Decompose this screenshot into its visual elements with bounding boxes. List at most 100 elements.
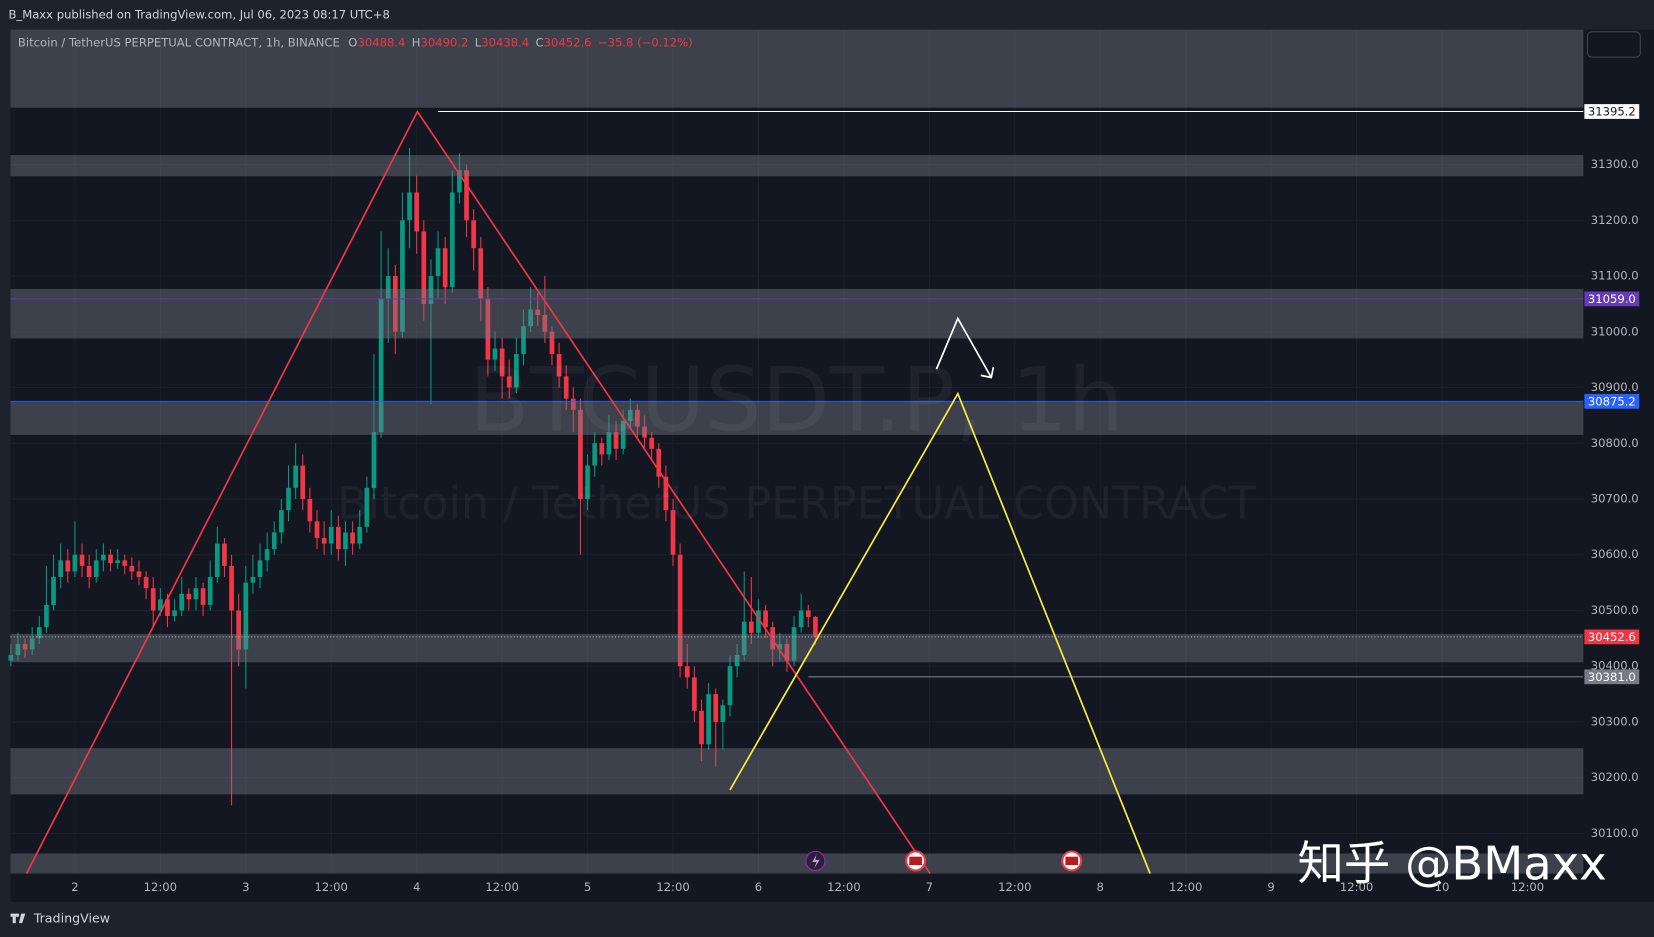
x-tick-label: 3 bbox=[242, 880, 249, 894]
candle-body bbox=[428, 276, 434, 304]
candle-body bbox=[748, 621, 754, 633]
y-tick-label: 30700.0 bbox=[1591, 492, 1639, 506]
price-axis-background bbox=[1583, 29, 1654, 874]
candle-body bbox=[150, 588, 156, 611]
zone bbox=[10, 402, 1584, 435]
legend-low: 30438.4 bbox=[481, 35, 529, 49]
candle-body bbox=[179, 593, 185, 611]
candle-body bbox=[158, 599, 163, 611]
event-glyph bbox=[1065, 856, 1079, 866]
candle-body bbox=[286, 487, 291, 511]
candle-body bbox=[435, 248, 441, 277]
candle-body bbox=[627, 409, 633, 421]
candle-body bbox=[677, 554, 683, 667]
candle-body bbox=[549, 331, 555, 355]
zone bbox=[10, 29, 1584, 108]
candle-body bbox=[713, 694, 719, 722]
candle-body bbox=[692, 677, 697, 711]
y-tick-label: 31200.0 bbox=[1591, 213, 1639, 227]
candle-body bbox=[613, 432, 619, 449]
x-tick-label: 9 bbox=[1267, 880, 1274, 894]
candle-body bbox=[585, 465, 590, 499]
legend-letter: C bbox=[535, 35, 543, 49]
y-tick-label: 31100.0 bbox=[1591, 269, 1639, 283]
candle-body bbox=[193, 588, 199, 600]
candle-body bbox=[400, 220, 405, 332]
candle-body bbox=[143, 577, 149, 589]
candle-body bbox=[101, 554, 106, 561]
legend-letter: H bbox=[412, 35, 421, 49]
candle-body bbox=[271, 532, 277, 550]
price-label-box bbox=[1584, 291, 1640, 307]
watermark-description: Bitcoin / TetherUS PERPETUAL CONTRACT bbox=[337, 478, 1256, 529]
legend-open: 30488.4 bbox=[357, 35, 405, 49]
candle-body bbox=[563, 376, 569, 399]
x-tick-label: 7 bbox=[926, 880, 933, 894]
y-tick-label: 30400.0 bbox=[1591, 659, 1639, 673]
candle-body bbox=[499, 348, 505, 377]
candle-body bbox=[506, 376, 512, 388]
legend-close: 30452.6 bbox=[544, 35, 592, 49]
candle-body bbox=[115, 560, 120, 564]
candle-body bbox=[521, 326, 526, 355]
price-label: 30875.2 bbox=[1588, 394, 1636, 408]
scale-button[interactable] bbox=[1587, 31, 1641, 58]
candle-body bbox=[250, 577, 256, 583]
candle-body bbox=[300, 465, 306, 499]
x-tick-label: 8 bbox=[1097, 880, 1104, 894]
candle-body bbox=[343, 532, 348, 550]
x-tick-label: 5 bbox=[584, 880, 591, 894]
y-tick-label: 30100.0 bbox=[1591, 826, 1639, 840]
candle-body bbox=[727, 666, 733, 706]
candle-body bbox=[514, 354, 519, 388]
candle-body bbox=[165, 599, 170, 617]
price-label: 30452.6 bbox=[1588, 630, 1636, 644]
price-label: 30381.0 bbox=[1588, 670, 1636, 684]
zone bbox=[10, 748, 1584, 795]
candle-body bbox=[328, 526, 334, 544]
candle-body bbox=[243, 582, 249, 650]
zone bbox=[10, 853, 1584, 874]
candle-body bbox=[457, 170, 462, 193]
price-label-box bbox=[1584, 629, 1640, 645]
x-tick-label: 12:00 bbox=[1511, 880, 1544, 894]
zone-layer bbox=[10, 29, 1584, 874]
time-axis-background bbox=[10, 873, 1654, 903]
price-label: 31395.2 bbox=[1588, 105, 1636, 119]
trend-drawing bbox=[935, 316, 993, 378]
candle-body bbox=[449, 192, 455, 288]
candle-body bbox=[44, 604, 49, 628]
candle-body bbox=[321, 538, 327, 544]
candle-body bbox=[236, 610, 242, 650]
candle-body bbox=[264, 549, 270, 561]
price-line-layer bbox=[10, 110, 1584, 678]
candle-body bbox=[407, 192, 412, 221]
x-tick-label: 6 bbox=[755, 880, 762, 894]
zhihu-watermark: 知乎 @BMaxx bbox=[1297, 837, 1606, 891]
candle-body bbox=[108, 554, 113, 564]
y-tick-label: 30300.0 bbox=[1591, 714, 1639, 728]
trend-drawing bbox=[729, 391, 1151, 874]
candle-body bbox=[293, 465, 298, 488]
legend-title: Bitcoin / TetherUS PERPETUAL CONTRACT, 1… bbox=[18, 35, 340, 49]
candle-body bbox=[129, 565, 135, 572]
candle-body bbox=[620, 420, 626, 449]
candle-body bbox=[222, 543, 227, 566]
candle-body bbox=[699, 710, 704, 745]
x-tick-label: 12:00 bbox=[1169, 880, 1202, 894]
candle-body bbox=[734, 655, 740, 667]
candle-body bbox=[642, 426, 647, 438]
candle-body bbox=[805, 610, 811, 617]
candle-body bbox=[763, 610, 768, 628]
grid-layer bbox=[10, 29, 1584, 874]
candle-body bbox=[93, 560, 99, 578]
candle-body bbox=[535, 309, 541, 316]
legend-letter: L bbox=[475, 35, 482, 49]
candle-body bbox=[813, 616, 818, 637]
candle-body bbox=[8, 655, 14, 661]
candle-body bbox=[257, 560, 263, 578]
candle-body bbox=[214, 543, 220, 578]
zone bbox=[10, 633, 1584, 663]
y-tick-label: 30500.0 bbox=[1591, 603, 1639, 617]
candle-body bbox=[656, 448, 662, 477]
